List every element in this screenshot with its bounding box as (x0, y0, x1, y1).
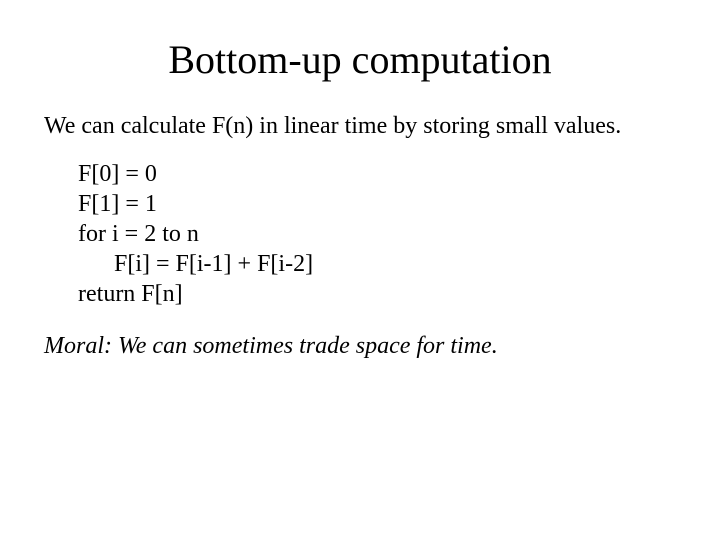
slide-title: Bottom-up computation (44, 36, 676, 83)
intro-text: We can calculate F(n) in linear time by … (44, 111, 676, 141)
moral-text: Moral: We can sometimes trade space for … (44, 333, 676, 360)
code-line: F[1] = 1 (78, 189, 676, 219)
code-line: F[0] = 0 (78, 159, 676, 189)
pseudocode-block: F[0] = 0 F[1] = 1 for i = 2 to n F[i] = … (78, 159, 676, 309)
slide: Bottom-up computation We can calculate F… (0, 0, 720, 540)
code-line: return F[n] (78, 279, 676, 309)
code-line: for i = 2 to n (78, 219, 676, 249)
code-line: F[i] = F[i-1] + F[i-2] (78, 249, 676, 279)
